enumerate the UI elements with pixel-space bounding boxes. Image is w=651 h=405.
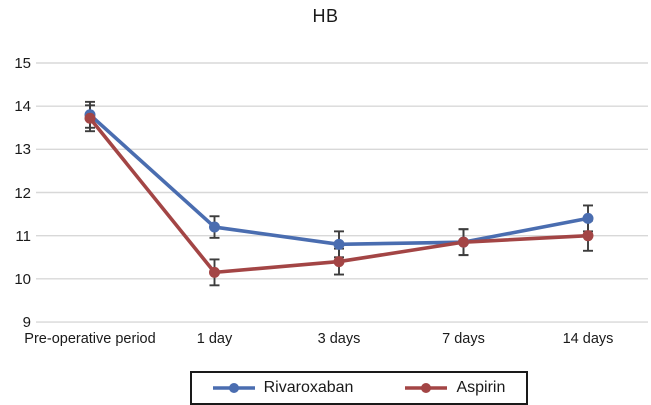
- legend-label: Rivaroxaban: [263, 379, 354, 396]
- data-point-aspirin: [84, 112, 96, 124]
- x-axis-tick-label: 1 day: [196, 331, 233, 347]
- y-axis-tick-label: 9: [22, 314, 31, 332]
- series-line-rivaroxaban: [88, 113, 590, 247]
- y-axis-tick-label: 14: [14, 98, 31, 116]
- y-axis-tick-label: 15: [14, 55, 31, 72]
- y-axis-tick-label: 13: [14, 141, 31, 159]
- legend-item-rivaroxaban: Rivaroxaban: [212, 379, 354, 397]
- data-point-aspirin: [458, 236, 469, 248]
- x-axis-tick-label: 14 days: [562, 331, 614, 347]
- data-point-rivaroxaban: [333, 238, 345, 250]
- legend-line-marker-icon: [212, 383, 255, 393]
- data-point-rivaroxaban: [582, 212, 594, 224]
- data-point-aspirin: [333, 256, 345, 268]
- y-axis-tick-label: 11: [15, 227, 31, 245]
- data-point-aspirin: [582, 230, 594, 242]
- x-axis-tick-label: 7 days: [442, 331, 485, 347]
- plot-area: [36, 62, 648, 323]
- legend-line-marker-icon: [405, 383, 448, 393]
- legend-label: Aspirin: [456, 379, 506, 396]
- legend-item-aspirin: Aspirin: [405, 379, 505, 397]
- x-axis-tick-label: 3 days: [317, 331, 361, 347]
- y-axis-tick-label: 12: [14, 184, 31, 202]
- x-axis-tick-label: Pre-operative period: [24, 331, 156, 347]
- chart-title: HB: [312, 6, 339, 26]
- data-point-rivaroxaban: [209, 221, 220, 233]
- y-axis-tick-label: 10: [14, 270, 31, 288]
- data-point-aspirin: [209, 266, 220, 278]
- legend: Rivaroxaban Aspirin: [190, 371, 528, 405]
